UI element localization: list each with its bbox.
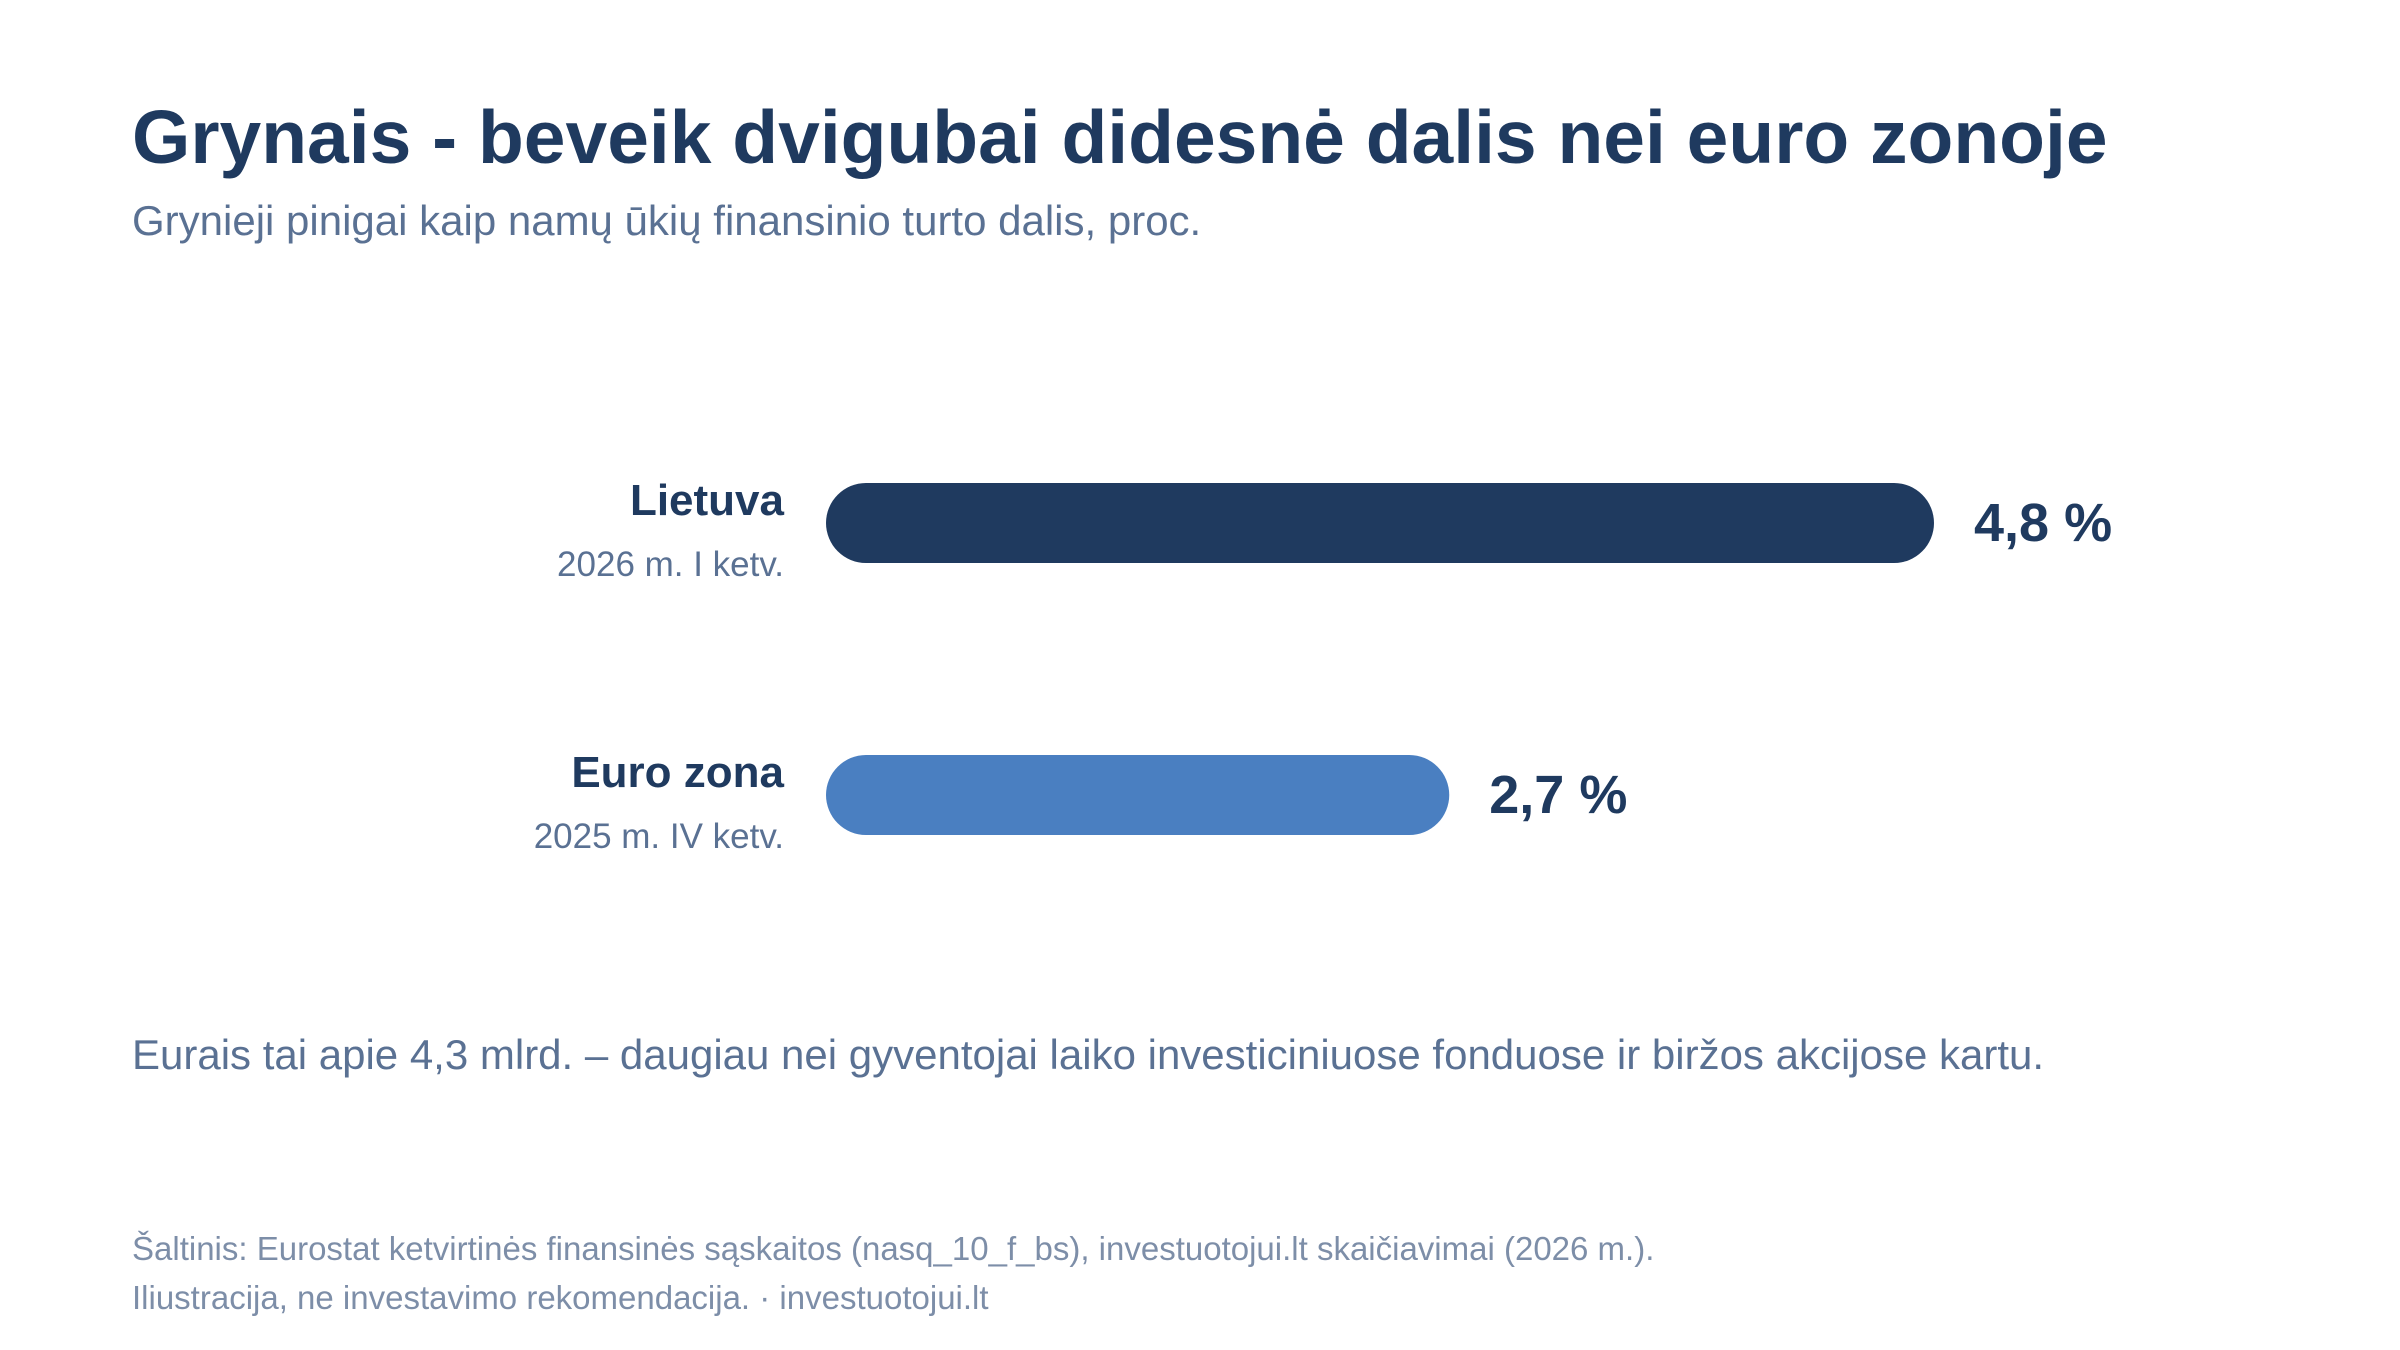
disclaimer-note: Iliustracija, ne investavimo rekomendaci… [132, 1279, 989, 1316]
bar-lietuva [826, 483, 1934, 563]
category-label-euro-zona: Euro zona [571, 748, 784, 797]
source-note: Šaltinis: Eurostat ketvirtinės finansinė… [132, 1230, 1655, 1267]
period-label-lietuva: 2026 m. I ketv. [557, 545, 784, 584]
value-label-euro-zona: 2,7 % [1489, 765, 1627, 825]
bar-euro-zona [826, 755, 1450, 835]
value-label-lietuva: 4,8 % [1974, 493, 2112, 553]
chart-note: Eurais tai apie 4,3 mlrd. – daugiau nei … [132, 1031, 2045, 1078]
category-label-lietuva: Lietuva [630, 476, 785, 525]
period-label-euro-zona: 2025 m. IV ketv. [534, 817, 784, 856]
chart-title: Grynais - beveik dvigubai didesnė dalis … [132, 95, 2108, 179]
chart-subtitle: Grynieji pinigai kaip namų ūkių finansin… [132, 197, 1202, 244]
